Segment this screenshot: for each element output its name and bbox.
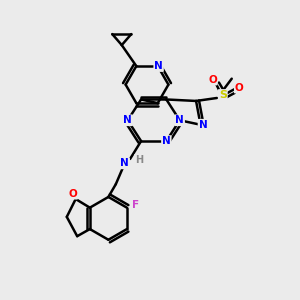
Text: H: H	[135, 155, 143, 165]
Text: N: N	[154, 61, 163, 71]
Text: O: O	[208, 75, 217, 85]
Text: O: O	[68, 189, 77, 199]
Text: N: N	[123, 115, 132, 125]
Text: F: F	[132, 200, 140, 210]
Text: N: N	[199, 120, 207, 130]
Text: N: N	[162, 136, 171, 146]
Text: S: S	[219, 90, 227, 100]
Text: O: O	[235, 82, 244, 93]
Text: N: N	[120, 158, 129, 168]
Text: N: N	[175, 115, 184, 125]
